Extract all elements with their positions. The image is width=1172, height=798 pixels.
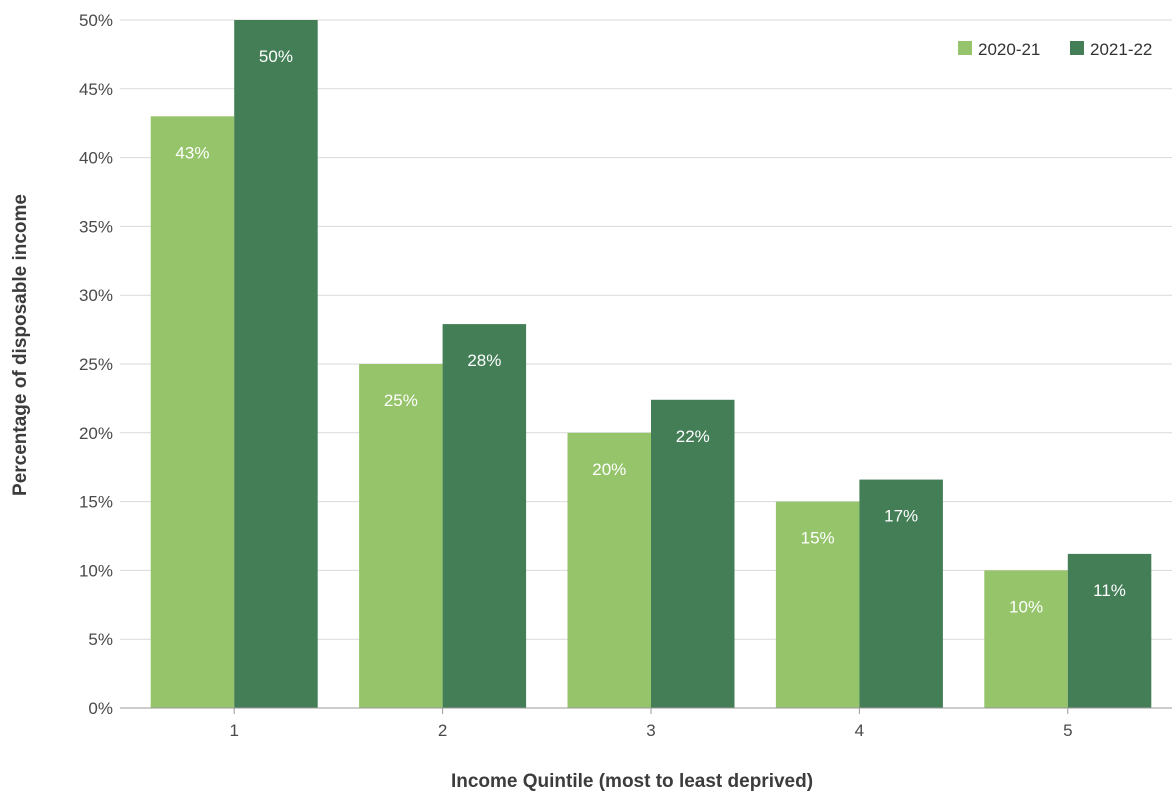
bar-2021-22-q2 [442, 324, 527, 708]
x-tick-label: 1 [229, 721, 238, 740]
data-label: 11% [1093, 581, 1126, 600]
y-tick-label: 5% [88, 630, 113, 649]
y-tick-label: 40% [79, 149, 113, 168]
data-label: 43% [175, 143, 209, 162]
y-tick-label: 45% [79, 80, 113, 99]
bar-2020-21-q1 [150, 116, 235, 708]
data-label: 50% [259, 47, 293, 66]
bar-2020-21-q2 [359, 364, 443, 708]
axes: 0% 5% 10% 15% 20% 25% 30% 35% 40% 45% 50% 1 2 3 4 5 [79, 11, 1172, 740]
data-label: 15% [801, 529, 835, 548]
y-tick-label: 50% [79, 11, 113, 30]
data-label: 25% [384, 391, 418, 410]
legend-swatch [958, 41, 972, 55]
x-tick-label: 4 [855, 721, 864, 740]
y-tick-label: 25% [79, 355, 113, 374]
data-label: 17% [884, 507, 918, 526]
y-tick-label: 15% [79, 493, 113, 512]
y-tick-label: 20% [79, 424, 113, 443]
x-tick-label: 2 [438, 721, 447, 740]
data-label: 28% [467, 351, 501, 370]
bar-2020-21-q4 [775, 501, 860, 708]
bar-2021-22-q1 [234, 20, 318, 708]
bars [150, 20, 1152, 708]
data-label: 22% [676, 427, 710, 446]
y-tick-label: 0% [88, 699, 113, 718]
bar-2021-22-q3 [651, 399, 735, 708]
y-tick-label: 10% [79, 561, 113, 580]
bar-2020-21-q5 [984, 570, 1068, 708]
legend-label: 2020-21 [978, 40, 1040, 59]
x-axis-title: Income Quintile (most to least deprived) [451, 771, 813, 792]
bar-2021-22-q5 [1067, 553, 1152, 708]
y-tick-label: 35% [79, 217, 113, 236]
legend-swatch [1070, 41, 1084, 55]
x-tick-label: 3 [646, 721, 655, 740]
data-labels: 43% 50% 25% 28% 20% 22% 15% 17% 10% 11% [175, 47, 1125, 616]
y-axis-title: Percentage of disposable income [10, 194, 31, 496]
bar-2020-21-q3 [567, 432, 651, 708]
y-tick-label: 30% [79, 286, 113, 305]
data-label: 10% [1009, 597, 1043, 616]
bar-2021-22-q4 [859, 479, 943, 708]
x-tick-label: 5 [1063, 721, 1072, 740]
legend: 2020-21 2021-22 [958, 40, 1152, 59]
legend-label: 2021-22 [1090, 40, 1152, 59]
data-label: 20% [592, 460, 626, 479]
